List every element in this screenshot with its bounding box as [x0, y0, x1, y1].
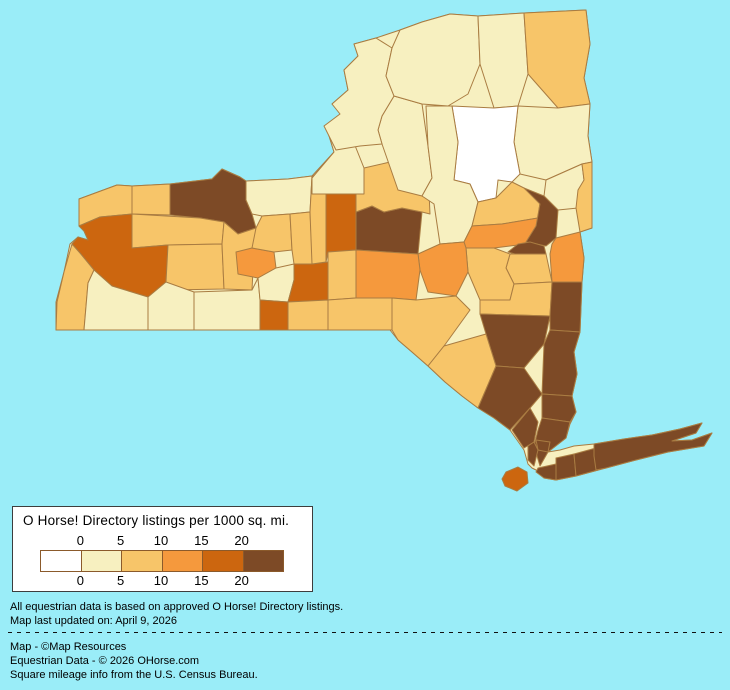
county-tompkins [287, 261, 329, 303]
county-suffolk [593, 422, 713, 471]
legend-tick-label: 0 [76, 533, 84, 548]
county-madison [355, 205, 423, 255]
county-otsego [417, 241, 469, 297]
county-jefferson [323, 37, 395, 151]
county-new-york [527, 441, 539, 467]
legend-tick-label: 10 [153, 533, 169, 548]
credit-map-resources: Map - ©Map Resources [10, 641, 127, 653]
county-clinton [523, 9, 591, 109]
legend-tick-label: 10 [153, 573, 169, 588]
legend-tick-label: 20 [234, 573, 249, 588]
note-data-source: All equestrian data is based on approved… [10, 601, 344, 613]
legend-swatch-4 [203, 551, 244, 571]
legend-ticks-bottom: 0 5 10 15 20 [40, 573, 282, 588]
county-cortland [327, 249, 357, 301]
county-st-lawrence [385, 13, 481, 107]
county-rockland [511, 407, 539, 449]
legend-ticks-top: 0 5 10 15 20 [40, 533, 282, 548]
legend-tick-label: 15 [194, 573, 209, 588]
county-dutchess [541, 329, 581, 397]
county-rensselaer [549, 231, 585, 283]
legend-color-ramp [40, 550, 284, 572]
county-wayne [245, 175, 313, 217]
legend-swatch-0 [41, 551, 82, 571]
county-albany [505, 253, 553, 285]
county-westchester [533, 417, 571, 467]
county-wyoming [165, 243, 225, 291]
legend-tick-label: 5 [117, 573, 125, 588]
credit-census: Square mileage info from the U.S. Census… [10, 669, 258, 681]
county-seneca [289, 211, 313, 265]
legend-tick-label: 5 [117, 533, 125, 548]
county-broome [327, 297, 395, 331]
county-orange [477, 365, 543, 431]
county-kings [535, 463, 557, 481]
county-orleans [131, 183, 171, 216]
legend-title: O Horse! Directory listings per 1000 sq.… [23, 513, 290, 528]
county-richmond [501, 466, 529, 492]
legend-swatch-3 [162, 551, 203, 571]
county-saratoga [523, 187, 559, 247]
county-tioga [287, 299, 329, 331]
legend-tick-label: 20 [234, 533, 249, 548]
legend-box: O Horse! Directory listings per 1000 sq.… [12, 506, 313, 592]
legend-swatch-1 [81, 551, 122, 571]
legend-tick-label: 15 [194, 533, 209, 548]
legend-swatch-5 [243, 551, 283, 571]
county-chemung [259, 299, 289, 331]
county-chenango [355, 249, 421, 301]
county-bronx [535, 439, 551, 453]
county-putnam [541, 393, 577, 423]
county-columbia [549, 281, 583, 333]
dashed-divider [8, 632, 722, 633]
legend-swatch-2 [122, 551, 163, 571]
county-queens [555, 453, 577, 481]
legend-tick-label: 0 [76, 573, 84, 588]
credit-equestrian-data: Equestrian Data - © 2026 OHorse.com [10, 655, 200, 667]
note-last-updated: Map last updated on: April 9, 2026 [10, 615, 177, 627]
